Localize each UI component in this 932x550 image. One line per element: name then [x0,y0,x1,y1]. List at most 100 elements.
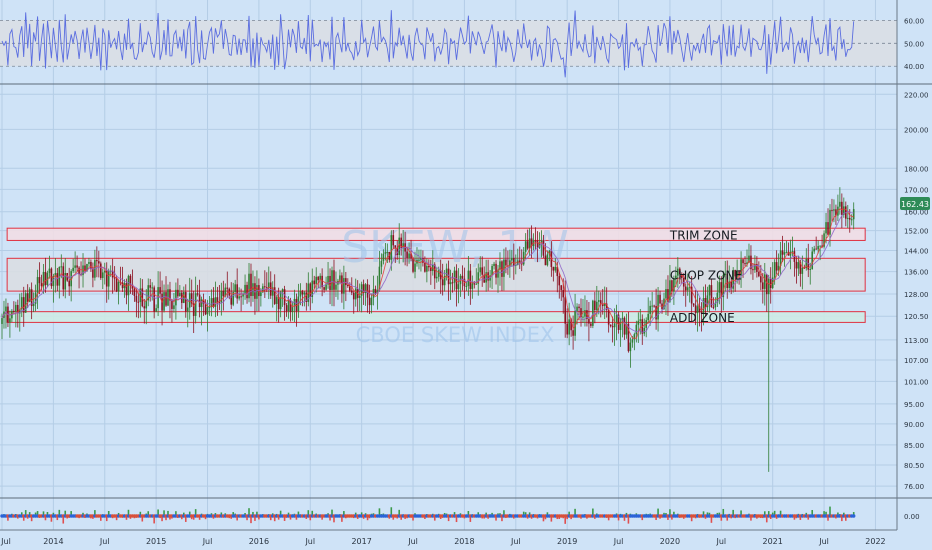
candle-body [279,291,282,310]
candle-body [625,323,628,335]
candle-body [329,275,331,290]
candle-body [98,261,100,264]
candle-body [841,201,843,215]
candle-body [596,301,598,311]
candle-body [40,283,43,287]
y-tick-label: 170.00 [904,186,929,194]
candle-body [603,303,606,307]
candle-body [516,260,519,265]
candle-body [410,253,412,259]
candle-body [560,285,563,291]
histogram-bar [841,516,843,522]
candle-body [534,240,537,242]
histogram-bar [161,516,163,522]
candle-body [347,285,349,287]
time-axis[interactable]: Jul 2014 Jul 2015 Jul 2016 Jul 2017 Jul 2018 Jul 20… [0,537,885,546]
histogram-bar [392,516,395,520]
candle-body [218,302,221,304]
candle-body [789,251,792,256]
candle-body [32,303,35,307]
histogram-bar [740,510,742,516]
y-tick-label: 200.00 [904,126,929,134]
candle-body [412,258,414,272]
histogram-bar [311,510,314,516]
histogram-bar [542,516,545,522]
candle-body [155,308,157,312]
histogram-bar [139,511,142,516]
histogram-bar [732,509,734,516]
candle-body [60,266,63,268]
candle-body [546,254,549,266]
candle-body [748,255,750,263]
candle-body [171,300,173,309]
histogram-bar [398,509,401,516]
candle-body [303,292,306,295]
histogram-bar [28,512,31,516]
candle-body [817,246,819,250]
candle-body [445,268,448,276]
candle-body [619,322,622,330]
candle-body [348,285,351,291]
candle-body [538,242,541,248]
histogram-bar [343,511,345,516]
histogram-bar [829,506,831,516]
candle-body [194,293,197,316]
zone-rect[interactable] [6,311,866,323]
histogram-bar [720,516,723,521]
candle-body [72,267,74,272]
candle-body [275,297,278,304]
candle-body [526,241,529,249]
candle-body [821,245,823,247]
candle-body [730,281,732,289]
candle-body [206,307,209,315]
candle-body [605,303,608,310]
histogram-bar [341,516,343,522]
histogram-bar [823,511,825,516]
candle-body [530,238,533,247]
candle-body [200,299,203,308]
histogram-bar [477,512,480,516]
candle-body [710,285,713,308]
candle-body [345,278,347,286]
candle-body [700,312,703,314]
histogram-bar [34,512,37,516]
histogram-bar [617,516,620,521]
candle-body [382,253,385,261]
candle-body [15,304,17,312]
candle-body [726,273,729,289]
histogram-bar [127,509,130,516]
candle-body [805,258,808,269]
candle-body [718,282,721,293]
candle-body [594,300,596,311]
histogram-bar [153,516,155,524]
candle-body [198,294,201,308]
oscillator-tick-label: 40.00 [904,63,924,71]
candle-body [513,257,515,266]
y-tick-label: 180.00 [904,165,929,173]
candle-body [720,282,723,298]
x-tick-label: Jul [0,537,11,546]
candle-body [692,303,695,306]
candle-body [157,287,159,309]
candle-body [370,297,373,306]
zone-rect[interactable] [6,227,866,241]
candle-body [408,253,410,258]
candle-body [169,289,171,301]
histogram-bar [779,510,782,516]
candle-body [374,288,377,294]
histogram-bar [522,511,525,516]
candle-body [301,291,304,295]
histogram-bar [175,511,177,516]
candle-body [686,287,689,291]
price-axis[interactable]: 220.00 200.00 180.00 170.00 160.00 152.00 144.… [904,17,929,521]
candle-body [544,255,547,266]
candle-body [629,342,632,352]
candle-body [24,293,27,313]
y-tick-label: 80.50 [904,462,924,470]
candle-body [651,305,653,307]
histogram-bar [799,516,802,520]
oscillator-line [1,10,855,78]
candle-body [617,314,620,330]
histogram-bar [165,516,167,521]
histogram-bar [623,516,626,521]
